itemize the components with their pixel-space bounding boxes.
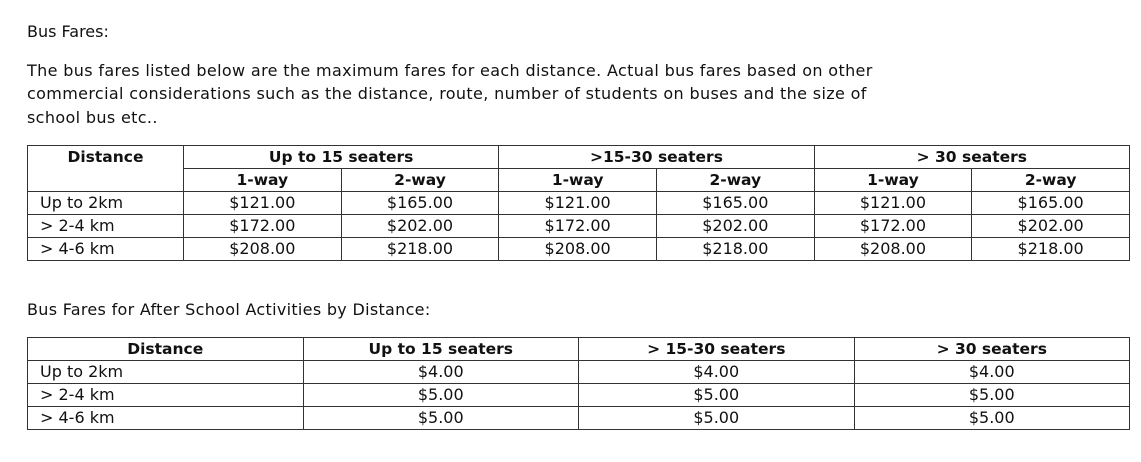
- fare-cell: $121.00: [813, 191, 973, 215]
- fare-cell: $202.00: [655, 214, 815, 238]
- fare-cell: $172.00: [183, 214, 342, 238]
- fare-cell: $165.00: [340, 191, 500, 215]
- fare-cell: $5.00: [578, 383, 855, 407]
- fare-cell: $218.00: [971, 237, 1130, 261]
- subheader: 1-way: [498, 168, 657, 192]
- subheader: 2-way: [971, 168, 1130, 192]
- column-header: > 15-30 seaters: [578, 337, 855, 361]
- table-row: > 2-4 km $172.00 $202.00 $172.00 $202.00 $172…: [27, 214, 1130, 238]
- fare-cell: $208.00: [183, 237, 342, 261]
- fare-cell: $5.00: [302, 406, 579, 430]
- distance-cell: > 4-6 km: [27, 406, 304, 430]
- subheader: 1-way: [813, 168, 973, 192]
- paragraph-line: commercial considerations such as the di…: [27, 84, 867, 103]
- table-row: Up to 2km $121.00 $165.00 $121.00 $165.00 $12…: [27, 191, 1130, 215]
- fare-cell: $172.00: [498, 214, 657, 238]
- heading: Bus Fares:: [27, 22, 109, 41]
- paragraph-line: The bus fares listed below are the maxim…: [27, 61, 873, 80]
- fare-cell: $218.00: [655, 237, 815, 261]
- fare-cell: $5.00: [853, 406, 1130, 430]
- header-row: Distance Up to 15 seaters > 15-30 seaters >…: [27, 337, 1130, 361]
- fare-cell: $4.00: [578, 360, 855, 384]
- fare-cell: $202.00: [971, 214, 1130, 238]
- table-row: > 2-4 km $5.00 $5.00 $5.00: [27, 383, 1130, 407]
- subheader: 2-way: [655, 168, 815, 192]
- distance-header: Distance: [27, 145, 184, 192]
- distance-cell: Up to 2km: [27, 191, 184, 215]
- column-header: Up to 15 seaters: [302, 337, 579, 361]
- column-header: > 30 seaters: [853, 337, 1130, 361]
- fare-cell: $121.00: [183, 191, 342, 215]
- after-school-fares-table: Distance Up to 15 seaters > 15-30 seaters >…: [27, 337, 1130, 430]
- subheader: 1-way: [183, 168, 342, 192]
- subheader-row: 1-way 2-way 1-way 2-way 1-way 2-way: [28, 168, 1130, 192]
- fare-cell: $208.00: [498, 237, 657, 261]
- fare-cell: $5.00: [853, 383, 1130, 407]
- fare-cell: $208.00: [813, 237, 973, 261]
- subheader: 2-way: [340, 168, 500, 192]
- fare-cell: $165.00: [655, 191, 815, 215]
- group-header: > 30 seaters: [813, 145, 1131, 169]
- fare-cell: $121.00: [498, 191, 657, 215]
- fare-cell: $218.00: [340, 237, 500, 261]
- table-row: > 4-6 km $208.00 $218.00 $208.00 $218.00 $208…: [27, 237, 1130, 261]
- group-header: >15-30 seaters: [498, 145, 815, 169]
- fare-cell: $202.00: [340, 214, 500, 238]
- distance-cell: > 2-4 km: [27, 383, 304, 407]
- header-row: Distance Up to 15 seaters >15-30 seaters…: [27, 145, 1131, 192]
- paragraph-line: school bus etc..: [27, 108, 158, 127]
- bus-fares-table: Distance Up to 15 seaters >15-30 seaters…: [27, 145, 1131, 261]
- fare-cell: $4.00: [853, 360, 1130, 384]
- distance-cell: > 4-6 km: [27, 237, 184, 261]
- column-header: Distance: [27, 337, 304, 361]
- fare-cell: $5.00: [578, 406, 855, 430]
- fare-cell: $4.00: [302, 360, 579, 384]
- distance-cell: > 2-4 km: [27, 214, 184, 238]
- subheading: Bus Fares for After School Activities by…: [27, 300, 431, 319]
- table-row: > 4-6 km $5.00 $5.00 $5.00: [27, 406, 1130, 430]
- table-row: Up to 2km $4.00 $4.00 $4.00: [27, 360, 1130, 384]
- fare-cell: $165.00: [971, 191, 1130, 215]
- distance-cell: Up to 2km: [27, 360, 304, 384]
- group-header: Up to 15 seaters: [182, 145, 500, 169]
- fare-cell: $172.00: [813, 214, 973, 238]
- fare-cell: $5.00: [302, 383, 579, 407]
